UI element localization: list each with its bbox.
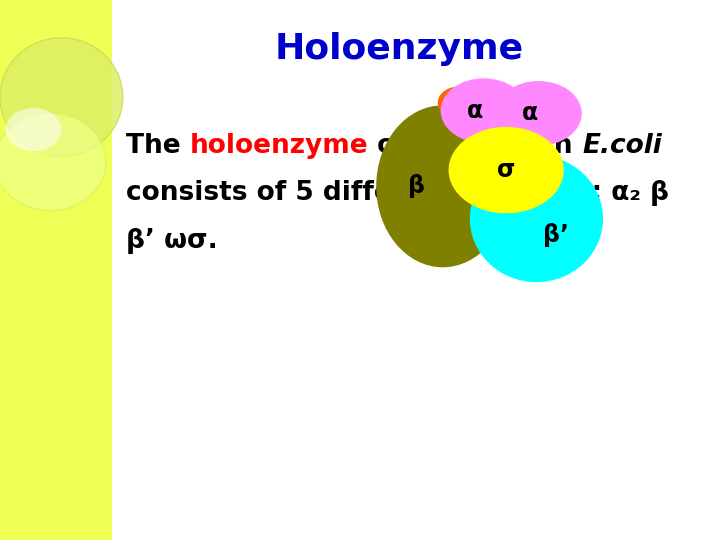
- Circle shape: [449, 127, 564, 213]
- Text: Holoenzyme: Holoenzyme: [275, 32, 524, 65]
- Ellipse shape: [377, 105, 510, 267]
- Circle shape: [495, 81, 582, 146]
- Text: β’ ωσ.: β’ ωσ.: [126, 228, 217, 254]
- Text: E.coli: E.coli: [582, 133, 662, 159]
- Text: holoenzyme: holoenzyme: [190, 133, 369, 159]
- Circle shape: [441, 78, 527, 143]
- Text: σ: σ: [497, 158, 516, 182]
- Text: of RNA-pol in: of RNA-pol in: [369, 133, 582, 159]
- Circle shape: [438, 86, 481, 119]
- Text: The: The: [126, 133, 190, 159]
- Text: α: α: [467, 99, 483, 123]
- Text: consists of 5 different subunits: α₂ β: consists of 5 different subunits: α₂ β: [126, 180, 669, 206]
- Text: α: α: [522, 102, 538, 125]
- Ellipse shape: [0, 38, 122, 157]
- Text: β’: β’: [543, 223, 569, 247]
- Bar: [0, 0, 112, 540]
- Ellipse shape: [469, 156, 603, 282]
- Text: β: β: [408, 174, 425, 198]
- Ellipse shape: [0, 113, 106, 211]
- Ellipse shape: [6, 108, 61, 151]
